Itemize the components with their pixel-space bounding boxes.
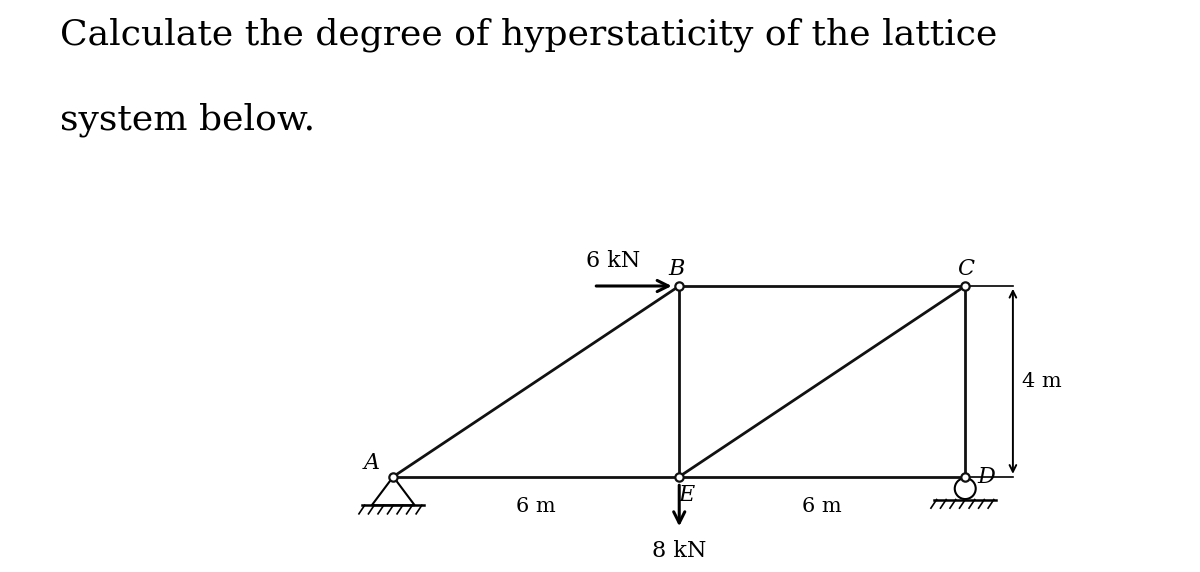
Text: 4 m: 4 m <box>1022 372 1062 391</box>
Text: 6 kN: 6 kN <box>587 250 641 272</box>
Text: E: E <box>678 484 695 506</box>
Text: D: D <box>978 466 996 488</box>
Text: 6 m: 6 m <box>803 496 842 516</box>
Text: system below.: system below. <box>60 103 316 137</box>
Circle shape <box>955 478 976 499</box>
Text: A: A <box>364 452 380 474</box>
Text: C: C <box>956 259 973 280</box>
Polygon shape <box>372 476 415 505</box>
Text: Calculate the degree of hyperstaticity of the lattice: Calculate the degree of hyperstaticity o… <box>60 17 997 51</box>
Text: 6 m: 6 m <box>516 496 556 516</box>
Text: B: B <box>668 259 685 280</box>
Text: 8 kN: 8 kN <box>652 539 707 562</box>
